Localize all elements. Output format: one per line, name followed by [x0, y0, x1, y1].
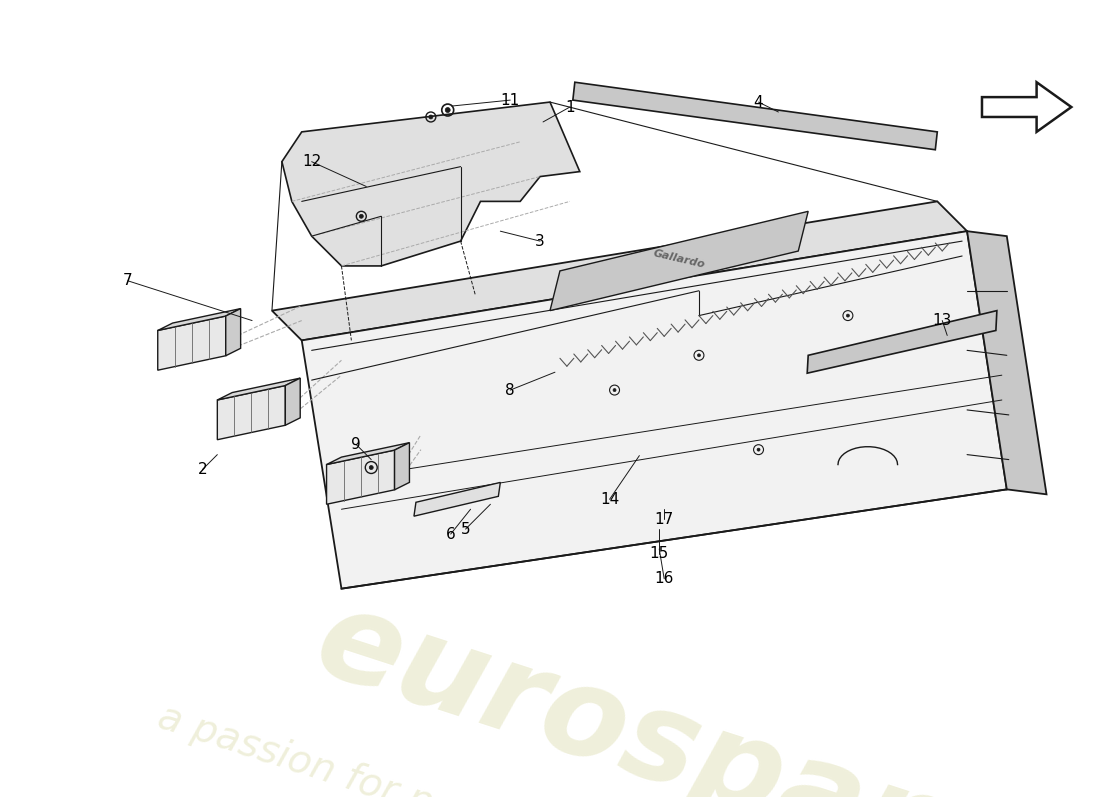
Circle shape	[360, 214, 363, 218]
Text: 1: 1	[565, 99, 574, 114]
Polygon shape	[327, 450, 395, 504]
Text: 12: 12	[302, 154, 321, 169]
Polygon shape	[967, 231, 1046, 494]
Text: 15: 15	[650, 546, 669, 562]
Text: 13: 13	[933, 313, 952, 328]
Circle shape	[757, 448, 760, 451]
Text: 14: 14	[600, 492, 619, 507]
Polygon shape	[982, 82, 1071, 132]
Circle shape	[446, 107, 450, 113]
Text: 16: 16	[654, 571, 674, 586]
Polygon shape	[807, 310, 997, 373]
Polygon shape	[226, 309, 241, 356]
Text: 3: 3	[536, 234, 544, 249]
Text: 8: 8	[506, 382, 515, 398]
Polygon shape	[550, 211, 808, 310]
Text: 9: 9	[352, 437, 361, 452]
Text: Gallardo: Gallardo	[652, 248, 706, 270]
Polygon shape	[395, 442, 409, 490]
Circle shape	[613, 389, 616, 391]
Circle shape	[846, 314, 849, 317]
Polygon shape	[272, 202, 967, 341]
Text: a passion for parts since 1985: a passion for parts since 1985	[153, 698, 723, 800]
Text: 7: 7	[123, 274, 133, 288]
Circle shape	[697, 354, 701, 357]
Polygon shape	[414, 482, 501, 516]
Polygon shape	[157, 309, 241, 330]
Text: 6: 6	[446, 526, 455, 542]
Polygon shape	[573, 82, 937, 150]
Text: 5: 5	[461, 522, 471, 537]
Text: 2: 2	[198, 462, 207, 477]
Text: eurospares: eurospares	[301, 578, 1091, 800]
Polygon shape	[282, 102, 580, 266]
Polygon shape	[327, 442, 409, 465]
Text: 17: 17	[654, 512, 674, 526]
Text: 11: 11	[500, 93, 520, 107]
Polygon shape	[285, 378, 300, 426]
Text: 4: 4	[754, 94, 763, 110]
Polygon shape	[301, 231, 1006, 589]
Circle shape	[370, 466, 373, 470]
Polygon shape	[218, 378, 300, 400]
Polygon shape	[157, 316, 226, 370]
Polygon shape	[218, 386, 285, 440]
Circle shape	[429, 115, 432, 119]
